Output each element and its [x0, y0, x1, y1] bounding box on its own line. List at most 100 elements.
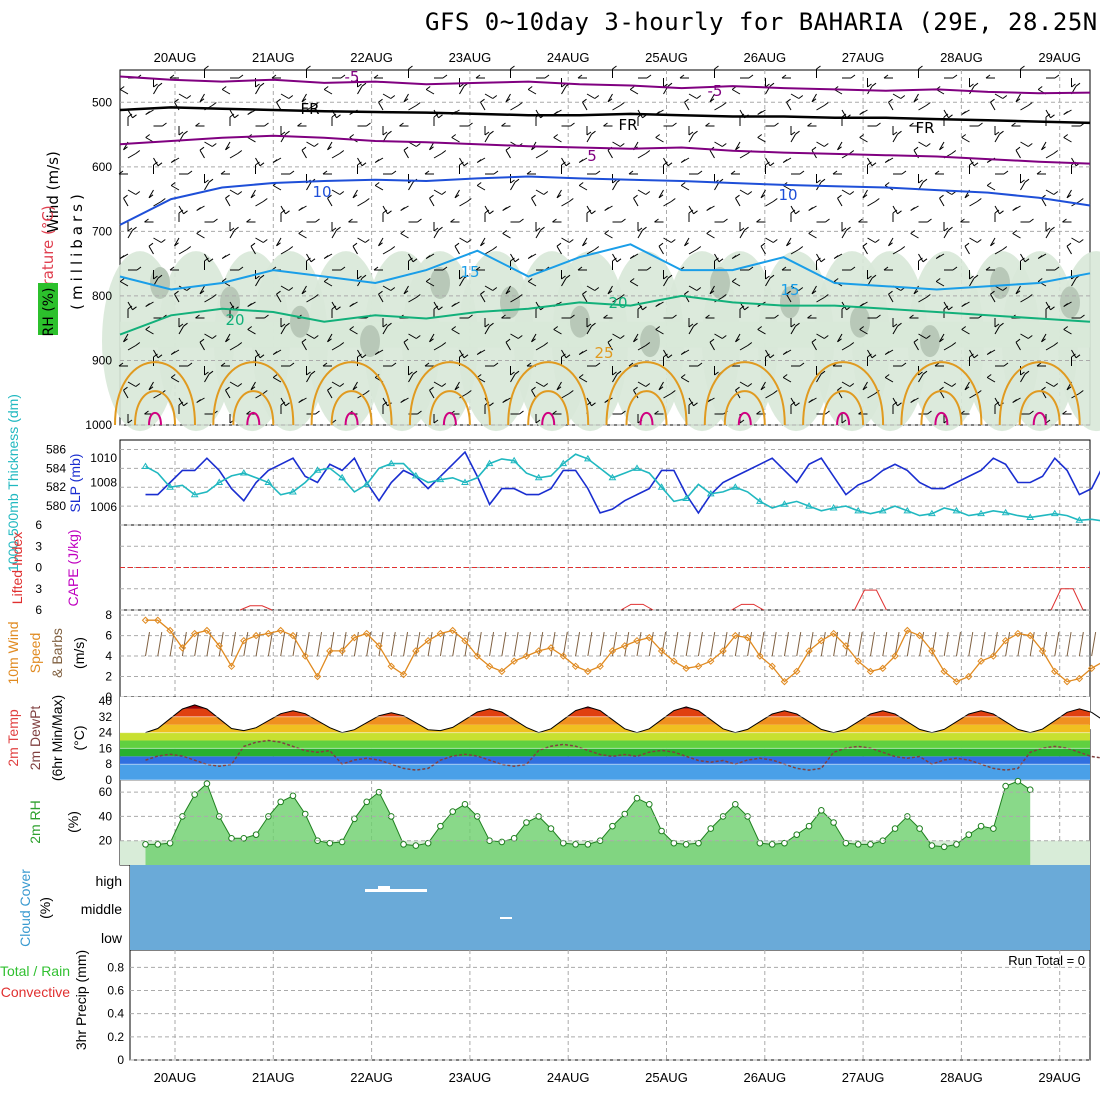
wind-barb-flag [774, 122, 779, 127]
wind-barb-flag [502, 207, 508, 211]
wind-barb-flag [211, 294, 217, 298]
wind-barb-flag [441, 383, 447, 387]
wind-barb [229, 153, 239, 159]
contour-label: 10 [312, 183, 331, 201]
wind-barb-flag [739, 305, 745, 310]
wind10m-barb [341, 631, 347, 657]
wind-barb [913, 341, 919, 351]
wind-barb-flag [774, 314, 779, 319]
wind-barb [178, 397, 184, 407]
ytick-rh: 40 [99, 809, 113, 823]
wind-barb-flag [1012, 399, 1018, 403]
ytick-slp: 1008 [90, 476, 117, 490]
wind-marker [584, 667, 592, 676]
wind-barb [1015, 149, 1021, 159]
wind-barb [153, 349, 159, 359]
wind-marker [203, 626, 211, 635]
wind-barb-flag [298, 207, 304, 211]
wind-barb-flag [795, 210, 800, 215]
wind-marker [1075, 674, 1084, 683]
wind-barb-flag [823, 143, 829, 147]
wind10m-barb [575, 631, 581, 657]
wind-barb [867, 349, 873, 359]
wind-barb-flag [696, 246, 702, 250]
wind-barb-flag [823, 294, 829, 298]
wind-barb [892, 133, 898, 143]
wind-barb-flag [688, 209, 694, 214]
wind-barb [790, 93, 800, 99]
wind-barb [663, 277, 669, 287]
wind-barb-flag [568, 390, 574, 394]
wind-barb [735, 141, 741, 151]
ytick-temp: 0 [105, 773, 112, 787]
wind-barb [382, 285, 392, 291]
wind10m-barb [415, 631, 421, 657]
wind-barb-flag [489, 130, 494, 135]
wind-barb [204, 253, 210, 263]
wind-barb-flag [616, 258, 622, 263]
isotherm-30 [246, 411, 261, 426]
rh-marker [732, 800, 739, 808]
wind-barb-flag [327, 194, 332, 199]
wind-barb-flag [913, 98, 919, 103]
wind-barb [331, 229, 337, 239]
wind-barb-flag [323, 86, 329, 90]
li-bump [620, 603, 654, 611]
wind-barb-flag [225, 146, 230, 151]
wind-barb [225, 333, 231, 343]
legend-total-rain: Total / Rain [0, 963, 70, 979]
date-label-top: 29AUG [1038, 50, 1081, 65]
wind-barb [170, 185, 180, 191]
wind-barb-flag [390, 246, 396, 250]
wind-barb-flag [646, 266, 652, 271]
wind-barb [637, 153, 647, 159]
wind-barb-flag [811, 338, 817, 343]
wind-barb-flag [696, 287, 702, 291]
wind-barb-flag [417, 218, 422, 223]
wind-barb-flag [888, 98, 893, 103]
wind-barb-flag [153, 353, 158, 358]
upper-ylabels: Wind (m/s)Temperature (°C)Temperature (°… [38, 151, 86, 336]
wind-barb [357, 157, 363, 167]
wind-barb-flag [934, 362, 940, 367]
wind-barb-flag [1053, 150, 1059, 154]
wind-barb-flag [731, 255, 737, 259]
wind-barb [816, 141, 825, 147]
wind-barb [1071, 277, 1077, 287]
rh-marker [142, 841, 149, 848]
ylabel-2m-rh: 2m RH [27, 800, 43, 844]
wind-barb [1045, 189, 1055, 195]
wind-barb-flag [331, 227, 337, 232]
wind-barb-flag [976, 239, 982, 243]
wind-barb [527, 89, 537, 95]
thickness-marker [510, 456, 519, 464]
wind-barb-flag [586, 131, 592, 136]
wind-barb-flag [990, 242, 995, 247]
rh-dark-cell [570, 305, 590, 338]
thickness-marker [583, 454, 592, 462]
wind-barb-flag [612, 371, 617, 376]
wind-barb-flag [591, 402, 596, 407]
wind-barb-flag [1027, 335, 1033, 339]
wind-barb-flag [867, 161, 872, 166]
wind-barb [786, 237, 792, 247]
wind-barb-flag [199, 290, 205, 295]
wind-barb [378, 237, 384, 247]
wind-barb [663, 201, 672, 207]
wind-barb-flag [476, 351, 482, 355]
wind-barb [994, 285, 1004, 291]
wind-marker [1001, 636, 1010, 645]
wind-barb-flag [280, 209, 286, 214]
wind-barb-flag [280, 401, 286, 406]
thickness-marker [362, 480, 371, 487]
rh-shading [102, 251, 1100, 432]
wind-barb-flag [331, 419, 337, 424]
date-label-top: 22AUG [350, 50, 393, 65]
contour-label: FR [915, 119, 934, 137]
wind-barb [731, 281, 741, 287]
wind-barb [553, 137, 562, 143]
wind-marker [805, 647, 813, 655]
ytick-temp: 40 [99, 694, 113, 708]
wind-barb-flag [603, 314, 608, 319]
wind-barb-flag [721, 335, 727, 339]
